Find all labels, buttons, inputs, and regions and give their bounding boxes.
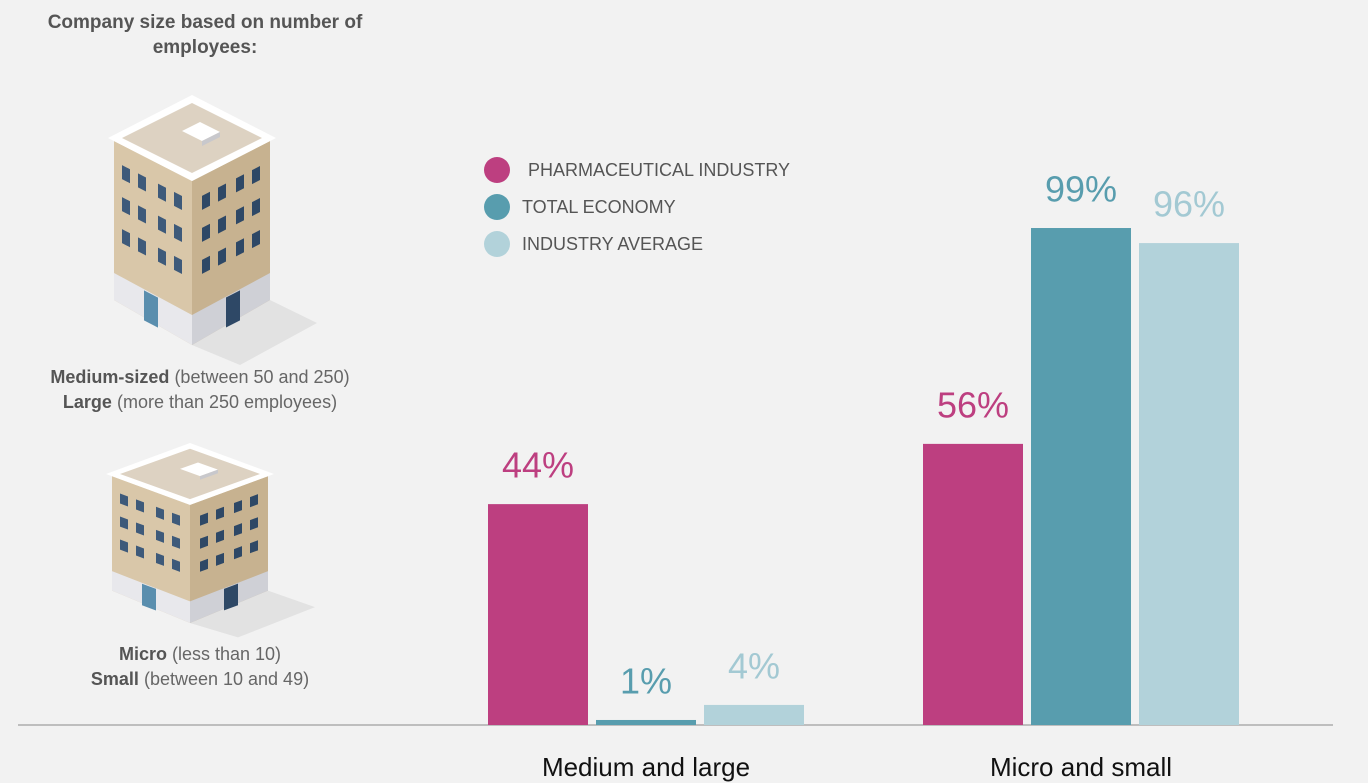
bar	[596, 719, 696, 725]
category-label: Medium and large	[542, 752, 750, 782]
bar	[1139, 243, 1239, 725]
size-name: Micro	[118, 644, 167, 664]
value-label: 4%	[728, 645, 780, 686]
size-group: Medium-sized (between 50 and 250) Large (…	[0, 365, 400, 415]
value-label: 1%	[620, 660, 672, 701]
size-name: Small	[90, 669, 139, 689]
size-range: (more than 250 employees)	[116, 392, 338, 412]
value-label: 44%	[502, 445, 574, 486]
bar	[1031, 228, 1131, 725]
legend-marker	[484, 157, 510, 183]
size-line: Large (more than 250 employees)	[0, 390, 400, 415]
value-label: 56%	[937, 384, 1009, 425]
chart-title: Company size based on number of employee…	[47, 12, 363, 58]
building-icon-small	[106, 443, 315, 638]
legend-label: PHARMACEUTICAL INDUSTRY	[528, 160, 790, 180]
size-line: Medium-sized (between 50 and 250)	[0, 365, 400, 390]
bar	[923, 443, 1023, 725]
value-label: 99%	[1045, 169, 1117, 210]
category-label: Micro and small	[990, 752, 1172, 782]
size-name: Medium-sized	[50, 367, 170, 387]
legend-label: TOTAL ECONOMY	[522, 197, 676, 217]
size-range: (between 50 and 250)	[174, 367, 350, 387]
legend-label: INDUSTRY AVERAGE	[522, 234, 703, 254]
building-icon-large	[108, 95, 317, 365]
legend-marker	[484, 194, 510, 220]
bar	[704, 704, 804, 725]
bar	[488, 504, 588, 725]
legend-marker	[484, 231, 510, 257]
size-range: (less than 10)	[171, 644, 282, 664]
size-name: Large	[62, 392, 112, 412]
size-range: (between 10 and 49)	[143, 669, 310, 689]
size-line: Micro (less than 10)	[0, 642, 400, 667]
size-line: Small (between 10 and 49)	[0, 667, 400, 692]
size-group: Micro (less than 10) Small (between 10 an…	[0, 642, 400, 692]
value-label: 96%	[1153, 184, 1225, 225]
